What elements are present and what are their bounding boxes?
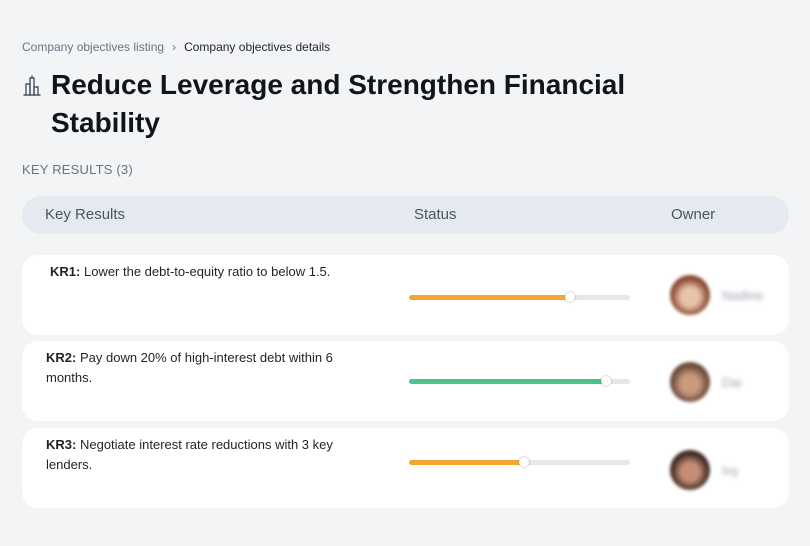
key-result-description: KR3: Negotiate interest rate reductions …	[46, 435, 371, 475]
breadcrumb-current: Company objectives details	[184, 40, 331, 54]
owner-avatar	[670, 275, 710, 315]
owner-name: Nadine	[722, 288, 764, 303]
progress-handle[interactable]	[518, 457, 529, 467]
key-result-row[interactable]: KR1: Lower the debt-to-equity ratio to b…	[22, 255, 789, 335]
key-result-row[interactable]: KR2: Pay down 20% of high-interest debt …	[22, 341, 789, 421]
breadcrumb-link-listing[interactable]: Company objectives listing	[22, 40, 165, 54]
key-result-text: Negotiate interest rate reductions with …	[46, 437, 333, 472]
column-header-key-results: Key Results	[45, 206, 126, 223]
table-header: Key Results Status Owner	[22, 196, 789, 234]
key-result-description: KR1: Lower the debt-to-equity ratio to b…	[50, 262, 375, 282]
owner-name: Ivy	[722, 463, 739, 478]
owner-avatar	[670, 450, 710, 490]
key-result-row[interactable]: KR3: Negotiate interest rate reductions …	[22, 428, 789, 508]
key-result-text: Pay down 20% of high-interest debt withi…	[46, 350, 333, 385]
column-header-owner: Owner	[671, 206, 716, 223]
chevron-right-icon: ›	[172, 40, 177, 54]
key-result-description: KR2: Pay down 20% of high-interest debt …	[46, 348, 371, 388]
progress-bar	[409, 376, 630, 386]
key-result-id: KR1:	[50, 264, 81, 279]
progress-handle[interactable]	[600, 376, 611, 386]
key-result-id: KR3:	[46, 437, 77, 452]
progress-bar-fill	[409, 379, 606, 384]
owner-avatar	[670, 362, 710, 402]
progress-handle[interactable]	[565, 292, 576, 302]
breadcrumb: Company objectives listing › Company obj…	[22, 40, 330, 54]
progress-bar-fill	[409, 460, 524, 465]
key-result-id: KR2:	[46, 350, 77, 365]
column-header-status: Status	[414, 206, 457, 223]
key-results-count-label: KEY RESULTS (3)	[22, 162, 133, 177]
progress-bar	[409, 292, 630, 302]
bank-building-icon	[23, 75, 41, 96]
owner-name: Dai	[722, 375, 742, 390]
page-title: Reduce Leverage and Strengthen Financial…	[51, 69, 626, 138]
key-result-text: Lower the debt-to-equity ratio to below …	[83, 264, 331, 279]
progress-bar-fill	[409, 295, 571, 300]
progress-bar	[409, 457, 630, 467]
